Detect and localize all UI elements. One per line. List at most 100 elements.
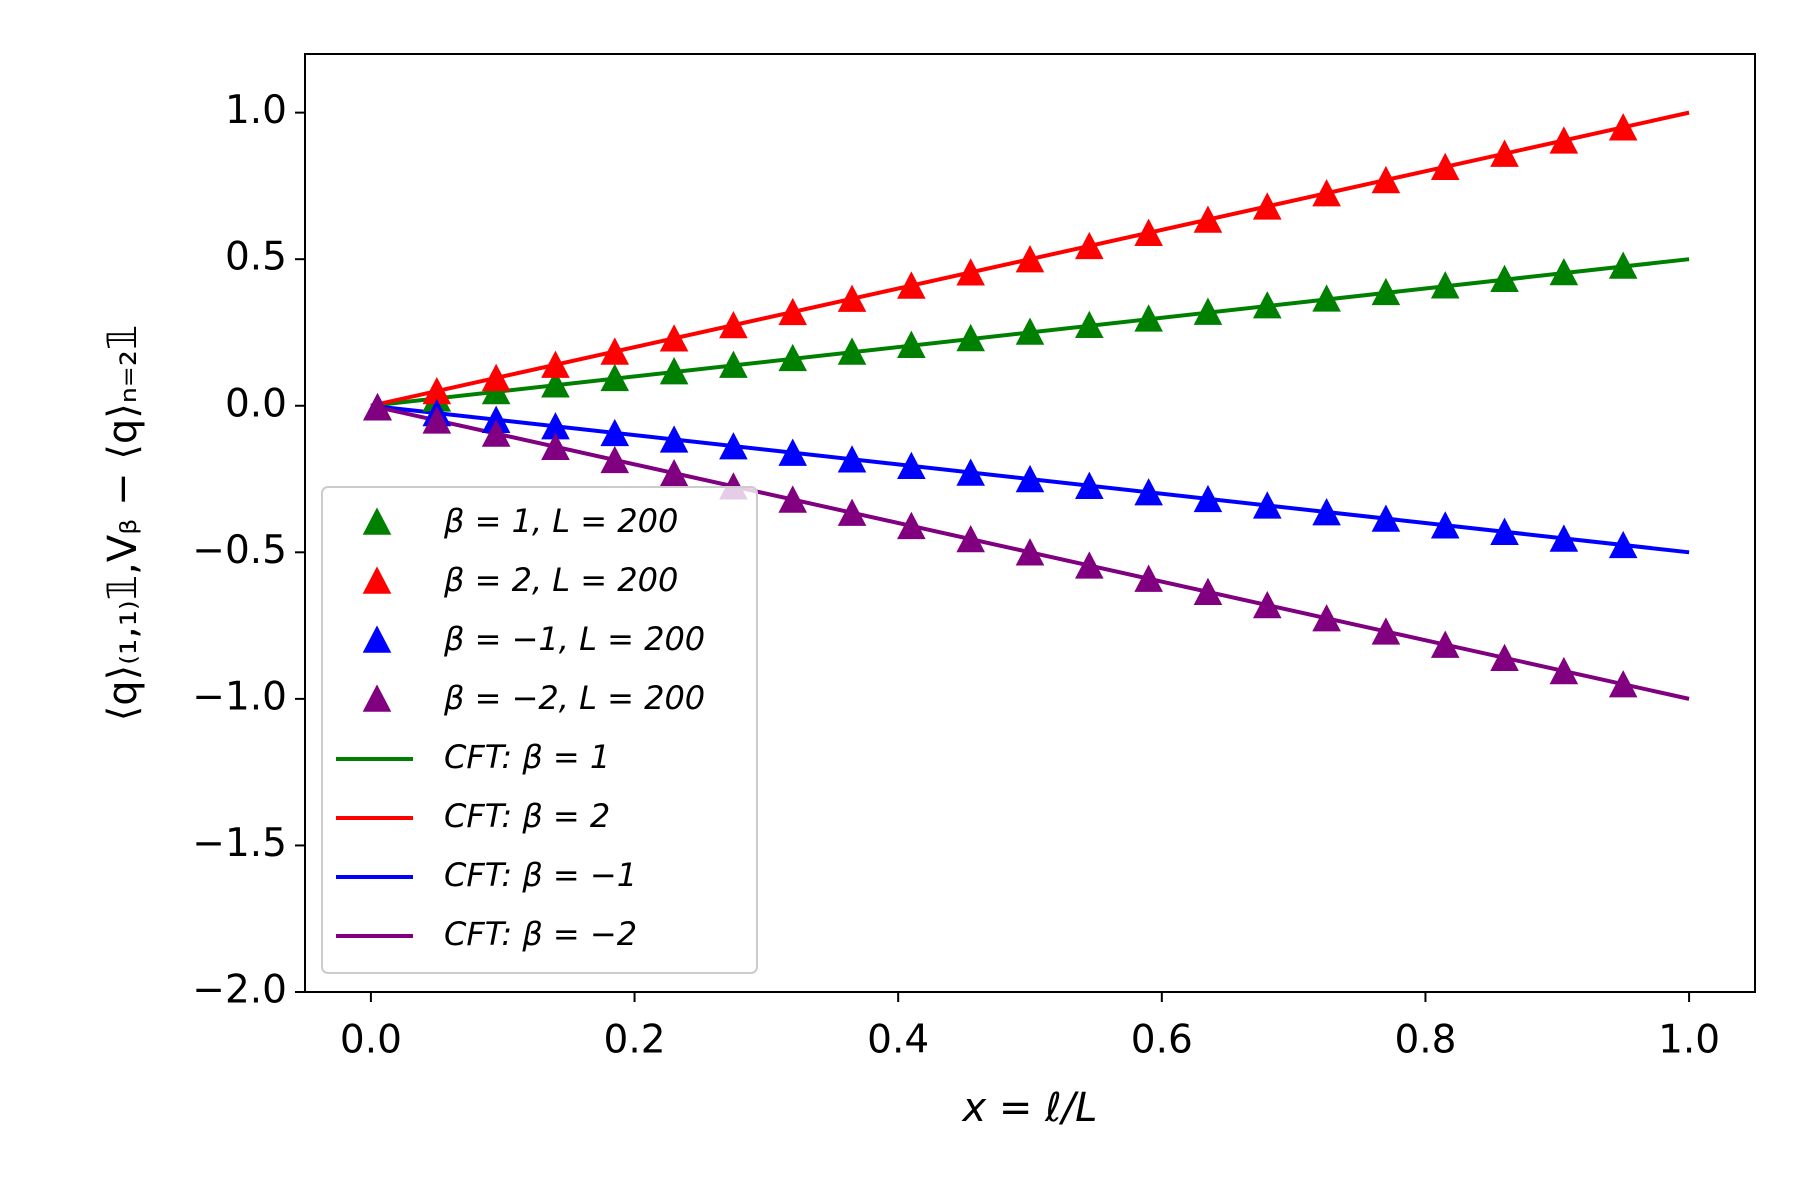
marker xyxy=(541,412,570,440)
marker xyxy=(1490,264,1519,292)
marker xyxy=(1312,284,1341,312)
marker xyxy=(659,357,689,385)
x-axis-label: x = ℓ/L xyxy=(961,1085,1098,1131)
marker xyxy=(719,432,748,460)
legend-marker xyxy=(362,507,392,535)
marker xyxy=(1371,277,1401,306)
x-tick-label: 0.0 xyxy=(340,1018,402,1063)
x-tick-label: 0.4 xyxy=(867,1018,929,1063)
marker xyxy=(778,438,808,466)
marker xyxy=(1490,643,1519,672)
marker xyxy=(659,425,689,453)
marker xyxy=(541,370,570,398)
marker xyxy=(541,350,570,378)
marker xyxy=(1134,564,1163,592)
marker xyxy=(778,485,808,513)
y-tick-label: 1.0 xyxy=(225,88,287,133)
marker xyxy=(1608,530,1638,559)
marker xyxy=(1075,231,1104,260)
marker xyxy=(481,405,511,433)
marker xyxy=(956,524,985,553)
marker xyxy=(1312,604,1341,632)
y-tick-label: 0.0 xyxy=(225,381,287,426)
x-tick-label: 0.8 xyxy=(1394,1018,1456,1063)
marker xyxy=(1134,304,1163,332)
marker xyxy=(1075,310,1104,339)
marker xyxy=(1134,218,1163,246)
marker xyxy=(1430,271,1460,299)
marker xyxy=(897,271,926,299)
y-tick-label: −0.5 xyxy=(192,528,287,573)
marker xyxy=(1490,517,1519,545)
marker xyxy=(422,376,452,405)
marker xyxy=(956,458,985,486)
marker xyxy=(1549,126,1579,154)
marker xyxy=(1015,245,1045,273)
marker xyxy=(1075,551,1104,579)
marker xyxy=(1371,165,1401,194)
y-tick-label: −1.5 xyxy=(192,821,287,866)
marker xyxy=(1608,113,1638,141)
marker xyxy=(1608,251,1638,279)
marker xyxy=(1549,656,1579,685)
marker xyxy=(1134,478,1163,506)
marker xyxy=(481,363,511,392)
y-tick-label: −1.0 xyxy=(192,674,287,719)
marker xyxy=(600,363,630,392)
marker xyxy=(1193,577,1223,606)
marker xyxy=(1430,630,1460,658)
marker xyxy=(1371,617,1401,645)
marker xyxy=(956,323,985,352)
marker xyxy=(1015,464,1045,493)
x-tick-label: 0.2 xyxy=(604,1018,666,1063)
marker xyxy=(1252,291,1282,319)
legend-label: CFT: β = −1 xyxy=(444,856,637,894)
marker xyxy=(956,258,985,286)
marker xyxy=(1015,538,1045,566)
plot-area xyxy=(363,110,1690,701)
plot-frame xyxy=(304,53,1756,993)
legend-marker xyxy=(362,566,392,594)
marker xyxy=(1312,498,1341,526)
x-tick-label: 0.6 xyxy=(1131,1018,1193,1063)
marker xyxy=(719,350,748,378)
marker xyxy=(1193,297,1223,325)
legend-marker xyxy=(362,684,392,712)
marker xyxy=(1312,179,1341,207)
marker xyxy=(1430,511,1460,539)
marker xyxy=(600,337,630,365)
marker xyxy=(422,406,452,434)
marker xyxy=(481,419,511,447)
y-tick-label: 0.5 xyxy=(225,235,287,280)
marker xyxy=(1608,670,1638,698)
marker xyxy=(659,324,689,352)
marker xyxy=(897,451,926,480)
marker xyxy=(778,343,808,372)
marker xyxy=(778,297,808,326)
legend-label: β = −2, L = 200 xyxy=(443,679,705,717)
marker xyxy=(719,311,748,339)
marker xyxy=(1193,484,1223,513)
marker xyxy=(600,445,630,474)
marker xyxy=(897,511,926,540)
marker xyxy=(1549,524,1579,552)
marker xyxy=(897,330,926,358)
legend-label: β = 2, L = 200 xyxy=(443,561,678,599)
marker xyxy=(1193,205,1223,233)
marker xyxy=(837,284,867,312)
marker xyxy=(1252,491,1282,519)
marker xyxy=(363,393,392,421)
marker xyxy=(1490,139,1519,167)
y-axis-label: ⟨q⟩₍₁,₁₎𝟙,Vᵦ − ⟨q⟩ₙ₌₂𝟙 xyxy=(100,325,146,722)
marker xyxy=(837,337,867,365)
marker xyxy=(600,418,630,447)
legend-label: β = 1, L = 200 xyxy=(443,502,678,540)
marker xyxy=(1075,471,1104,499)
legend-label: β = −1, L = 200 xyxy=(443,620,705,658)
marker xyxy=(1549,257,1579,286)
legend-label: CFT: β = 2 xyxy=(444,797,610,835)
legend-marker xyxy=(362,625,392,653)
legend-box xyxy=(321,486,758,974)
